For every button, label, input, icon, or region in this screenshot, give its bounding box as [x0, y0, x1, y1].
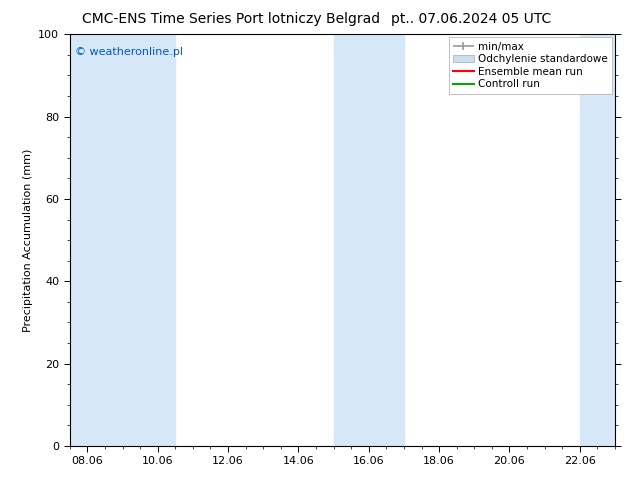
Text: pt.. 07.06.2024 05 UTC: pt.. 07.06.2024 05 UTC [391, 12, 552, 26]
Bar [333, 34, 404, 446]
Legend: min/max, Odchylenie standardowe, Ensemble mean run, Controll run: min/max, Odchylenie standardowe, Ensembl… [449, 37, 612, 94]
Bar [580, 34, 615, 446]
Text: © weatheronline.pl: © weatheronline.pl [75, 47, 183, 57]
Text: CMC-ENS Time Series Port lotniczy Belgrad: CMC-ENS Time Series Port lotniczy Belgra… [82, 12, 380, 26]
Bar [122, 34, 175, 446]
Bar [70, 34, 122, 446]
Y-axis label: Precipitation Accumulation (mm): Precipitation Accumulation (mm) [23, 148, 33, 332]
